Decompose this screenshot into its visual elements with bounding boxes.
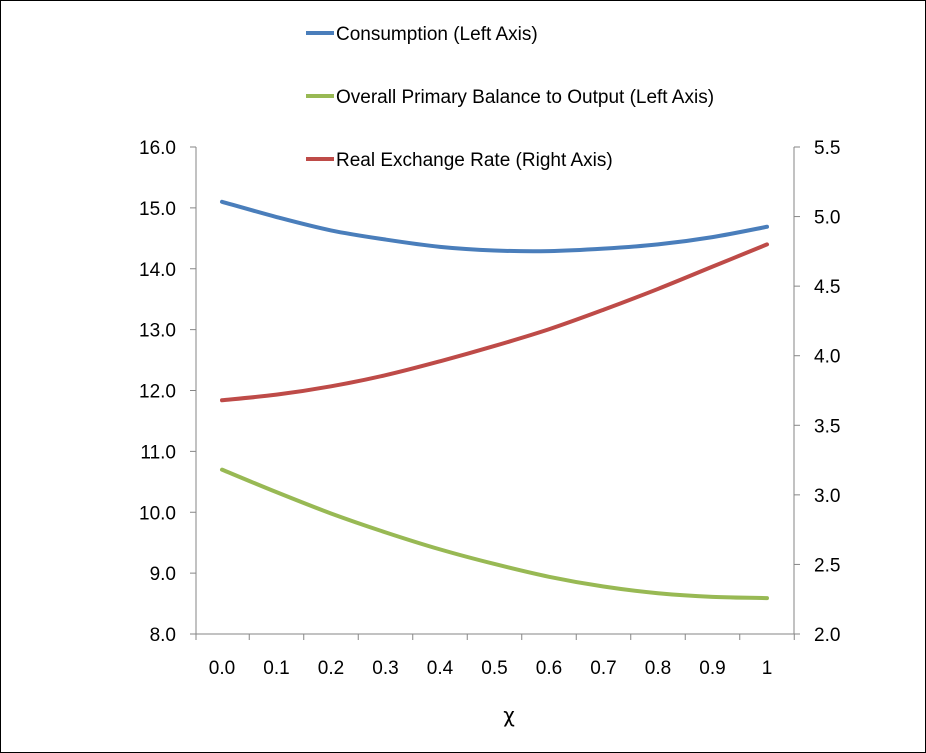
series-line-real-exchange-rate (220, 242, 769, 403)
left-axis-tick-label: 8.0 (150, 625, 176, 646)
right-axis-tick-label: 4.0 (814, 347, 840, 368)
left-axis-tick-label: 11.0 (140, 442, 176, 463)
legend: Consumption (Left Axis) Overall Primary B… (306, 24, 714, 171)
left-axis-tick-label: 15.0 (139, 199, 176, 220)
right-axis-tick-label: 2.0 (814, 625, 840, 646)
left-axis-tick-label: 10.0 (139, 503, 176, 524)
x-axis-tick-label: 0.7 (590, 658, 616, 679)
x-axis: 0.0 0.1 0.2 0.3 0.4 0.5 0.6 0.7 0.8 0.9 1 (195, 633, 795, 679)
series-line-primary-balance (220, 467, 769, 601)
x-axis-tick-label: 0.3 (372, 658, 398, 679)
legend-label-real-exchange-rate: Real Exchange Rate (Right Axis) (336, 150, 613, 171)
x-axis-tick-label: 0.8 (645, 658, 671, 679)
right-axis-tick-label: 2.5 (814, 555, 840, 576)
left-axis-tick-label: 9.0 (150, 564, 176, 585)
legend-label-consumption: Consumption (Left Axis) (336, 24, 538, 45)
series-lines (220, 199, 769, 601)
left-axis: 8.0 9.0 10.0 11.0 12.0 13.0 14.0 15.0 16.0 (139, 138, 197, 646)
x-axis-tick-label: 0.6 (536, 658, 562, 679)
x-axis-tick-label: 0.9 (699, 658, 725, 679)
left-axis-tick-label: 12.0 (139, 382, 176, 403)
right-axis-tick-label: 5.5 (814, 138, 840, 159)
legend-label-primary-balance: Overall Primary Balance to Output (Left … (336, 87, 714, 108)
x-axis-title: χ (503, 703, 515, 727)
right-axis-tick-label: 5.0 (814, 208, 840, 229)
x-axis-tick-label: 0.5 (481, 658, 507, 679)
right-axis: 2.0 2.5 3.0 3.5 4.0 4.5 5.0 5.5 (793, 138, 840, 646)
right-axis-tick-label: 3.5 (814, 416, 840, 437)
x-axis-tick-label: 0.0 (209, 658, 235, 679)
right-axis-tick-label: 3.0 (814, 486, 840, 507)
series-line-consumption (220, 199, 769, 254)
right-axis-tick-label: 4.5 (814, 277, 840, 298)
left-axis-tick-label: 16.0 (139, 138, 176, 159)
x-axis-tick-label: 0.1 (263, 658, 289, 679)
x-axis-tick-label: 0.2 (318, 658, 344, 679)
x-axis-tick-label: 1 (762, 658, 773, 679)
left-axis-tick-label: 13.0 (139, 321, 176, 342)
x-axis-tick-label: 0.4 (427, 658, 454, 679)
left-axis-tick-label: 14.0 (139, 260, 176, 281)
